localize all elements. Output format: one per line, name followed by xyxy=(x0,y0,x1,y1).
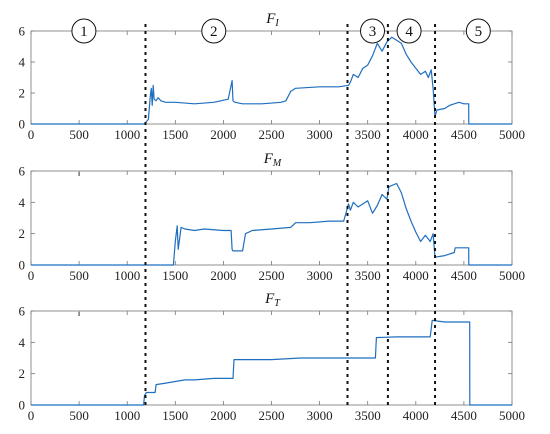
x-tick-label: 2500 xyxy=(259,127,285,142)
phase-circle xyxy=(360,18,386,44)
phase-circle xyxy=(201,18,227,44)
phase-label: 2 xyxy=(210,24,218,40)
y-tick-label: 4 xyxy=(19,335,26,350)
phase-label: 3 xyxy=(369,24,377,40)
y-tick-label: 6 xyxy=(19,304,26,319)
x-tick-label: 2000 xyxy=(210,127,236,142)
x-tick-label: 0 xyxy=(28,127,35,142)
x-tick-label: 5000 xyxy=(499,268,525,283)
x-tick-label: 1000 xyxy=(114,408,140,423)
phase-dividers xyxy=(144,24,437,408)
x-tick-label: 3000 xyxy=(307,268,333,283)
chart-panel-2: 0 500 1000 1500 2000 2500 3000 3500 4000 4500 5000… xyxy=(19,151,526,283)
x-tick-label: 5000 xyxy=(499,127,525,142)
x-tick-label: 3500 xyxy=(355,268,381,283)
x-tick-label: 3500 xyxy=(355,127,381,142)
y-tick-label: 2 xyxy=(19,366,26,381)
plot-area-frame xyxy=(30,310,513,406)
x-tick-label: 500 xyxy=(69,268,89,283)
phase-circle xyxy=(396,18,422,44)
phase-label: 1 xyxy=(80,24,88,40)
x-tick-label: 4000 xyxy=(403,268,429,283)
x-tick-label: 0 xyxy=(28,268,35,283)
phase-circle xyxy=(71,18,97,44)
y-tick-label: 0 xyxy=(19,117,26,132)
panels-group: 0 500 1000 1500 2000 2500 3000 3500 4000 4500 5000… xyxy=(19,11,526,423)
x-tick-label: 2500 xyxy=(259,268,285,283)
chart-panel-1: 0 500 1000 1500 2000 2500 3000 3500 4000 4500 5000… xyxy=(19,11,526,142)
x-tick-label: 2000 xyxy=(210,408,236,423)
x-tick-label: 1500 xyxy=(162,127,188,142)
y-tick-label: 6 xyxy=(19,24,26,39)
x-tick-label: 1000 xyxy=(114,268,140,283)
panel-title: FM xyxy=(263,151,282,169)
y-tick-label: 4 xyxy=(19,195,26,210)
phase-circle xyxy=(465,18,491,44)
x-tick-label: 4500 xyxy=(451,268,477,283)
y-tick-label: 0 xyxy=(19,398,26,413)
x-tick-label: 4500 xyxy=(451,127,477,142)
panel-title: FT xyxy=(264,291,281,309)
x-tick-label: 1000 xyxy=(114,127,140,142)
series-line-1 xyxy=(31,182,512,266)
y-tick-label: 2 xyxy=(19,226,26,241)
x-tick-label: 4000 xyxy=(403,127,429,142)
x-tick-label: 3500 xyxy=(355,408,381,423)
series-line-1 xyxy=(31,319,512,406)
x-tick-label: 500 xyxy=(69,408,89,423)
x-tick-label: 1500 xyxy=(162,408,188,423)
phase-label: 5 xyxy=(475,24,483,40)
x-tick-label: 0 xyxy=(28,408,35,423)
y-tick-label: 2 xyxy=(19,86,26,101)
x-tick-label: 5000 xyxy=(499,408,525,423)
x-tick-label: 2000 xyxy=(210,268,236,283)
y-tick-label: 4 xyxy=(19,55,26,70)
phase-markers: 1 2 3 4 5 xyxy=(71,18,491,44)
plot-area-frame xyxy=(30,170,513,266)
x-tick-label: 4000 xyxy=(403,408,429,423)
y-tick-label: 6 xyxy=(19,164,26,179)
x-tick-label: 1500 xyxy=(162,268,188,283)
chart-panel-3: 0 500 1000 1500 2000 2500 3000 3500 4000 4500 5000… xyxy=(19,291,526,423)
x-tick-label: 3000 xyxy=(307,408,333,423)
phase-label: 4 xyxy=(405,24,413,40)
series-line-1 xyxy=(31,36,512,125)
x-tick-label: 3000 xyxy=(307,127,333,142)
x-tick-label: 500 xyxy=(69,127,89,142)
y-tick-label: 0 xyxy=(19,258,26,273)
x-tick-label: 4500 xyxy=(451,408,477,423)
panel-title: FI xyxy=(265,11,279,29)
x-tick-label: 2500 xyxy=(259,408,285,423)
